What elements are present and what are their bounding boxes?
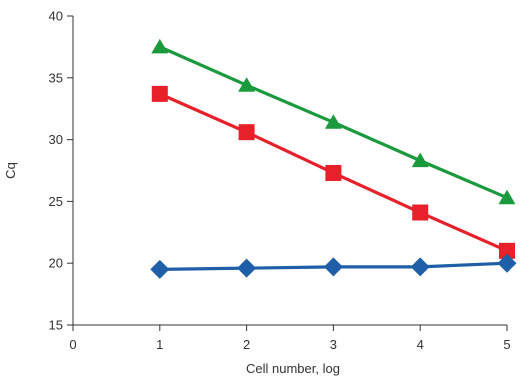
x-tick-label: 4 bbox=[417, 337, 424, 352]
diamond-marker bbox=[410, 257, 430, 277]
diamond-marker bbox=[150, 259, 170, 279]
square-marker bbox=[151, 85, 168, 102]
diamond-marker bbox=[497, 253, 517, 273]
square-marker bbox=[238, 124, 255, 141]
x-tick-label: 1 bbox=[156, 337, 163, 352]
y-axis-title: Cq bbox=[3, 162, 18, 179]
series-square bbox=[151, 85, 515, 259]
x-tick-label: 3 bbox=[330, 337, 337, 352]
square-marker bbox=[325, 164, 342, 181]
triangle-marker bbox=[324, 114, 342, 129]
triangle-marker bbox=[238, 77, 256, 92]
series-diamond bbox=[150, 253, 517, 279]
y-tick-label: 40 bbox=[49, 9, 63, 24]
square-marker bbox=[412, 204, 429, 221]
square-marker bbox=[499, 242, 515, 259]
x-tick-label: 2 bbox=[243, 337, 250, 352]
triangle-marker bbox=[498, 189, 516, 205]
y-tick-label: 35 bbox=[49, 70, 63, 85]
x-tick-label: 0 bbox=[69, 337, 76, 352]
diamond-marker bbox=[323, 257, 343, 277]
axes: 15 20 25 30 35 40 0 1 2 3 4 5 bbox=[49, 9, 511, 353]
y-tick-label: 25 bbox=[49, 194, 63, 209]
x-axis-title: Cell number, log bbox=[246, 361, 340, 376]
series-triangle bbox=[151, 38, 516, 205]
x-tick-label: 5 bbox=[503, 337, 510, 352]
y-tick-label: 20 bbox=[49, 256, 63, 271]
triangle-marker bbox=[151, 38, 169, 54]
triangle-marker bbox=[411, 152, 429, 168]
diamond-marker bbox=[237, 258, 257, 278]
y-tick-label: 30 bbox=[49, 132, 63, 147]
series-layer bbox=[150, 38, 517, 279]
y-tick-label: 15 bbox=[49, 318, 63, 333]
